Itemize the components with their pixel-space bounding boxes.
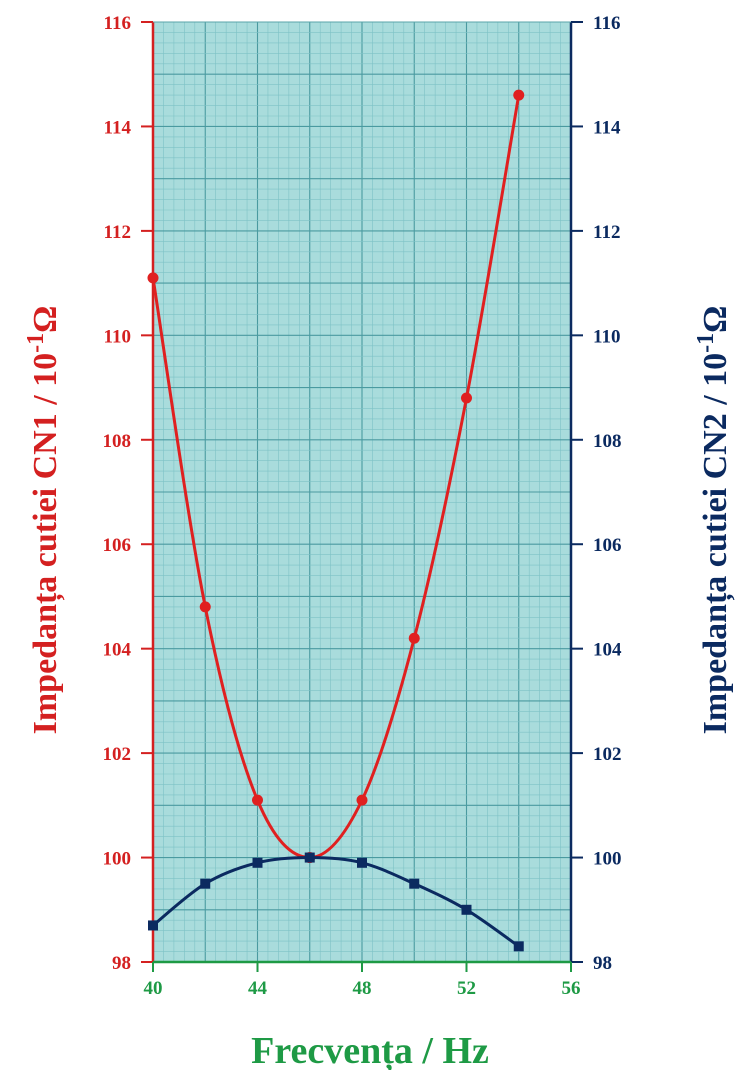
right-tick-label: 112 — [593, 222, 620, 243]
series-2-point — [252, 857, 263, 868]
y-axis-title-left: Impedanța cutiei CN1 / 10-1Ω — [23, 306, 65, 735]
left-tick-label: 102 — [103, 744, 132, 765]
series-2-point — [200, 878, 211, 889]
x-tick-label: 56 — [562, 978, 581, 999]
right-tick-label: 104 — [593, 640, 622, 661]
series-1-point — [252, 794, 263, 806]
y-axis-title-right: Impedanța cutiei CN2 / 10-1Ω — [693, 306, 735, 735]
series-1-point — [147, 272, 159, 284]
right-tick-label: 102 — [593, 744, 622, 765]
x-tick-label: 52 — [457, 978, 476, 999]
right-tick-label: 98 — [593, 953, 612, 974]
series-1-point — [356, 794, 368, 806]
x-tick-label: 40 — [144, 978, 163, 999]
series — [147, 89, 525, 952]
axes — [141, 21, 583, 972]
axis-titles: Frecvența / Hz Impedanța cutiei CN1 / 10… — [23, 306, 735, 1070]
series-2-point — [461, 904, 472, 915]
series-2-point — [409, 878, 420, 889]
series-2-point — [357, 857, 367, 868]
series-1-point — [199, 601, 211, 613]
y-axis-title-right-main: Impedanța cutiei CN2 / 10 — [697, 353, 735, 735]
series-1-point — [513, 89, 525, 101]
right-tick-label: 106 — [593, 535, 622, 556]
series-2-point — [513, 941, 524, 952]
y-axis-title-right-sup: -1 — [693, 333, 719, 353]
x-axis-title: Frecvența / Hz — [251, 1030, 489, 1070]
right-tick-label: 108 — [593, 431, 622, 452]
right-tick-label: 100 — [593, 849, 622, 870]
x-tick-label: 48 — [353, 978, 372, 999]
series-2-point — [148, 920, 158, 931]
y-axis-title-left-sup: -1 — [23, 333, 49, 353]
right-tick-label: 114 — [593, 117, 621, 138]
x-tick-label: 44 — [248, 978, 268, 999]
right-tick-label: 110 — [593, 326, 620, 347]
left-tick-label: 112 — [104, 222, 131, 243]
tick-labels: 98 100 102 104 106 108 110 112 114 116 98 100 102 104… — [103, 13, 623, 999]
y-axis-title-right-unit: Ω — [697, 306, 734, 333]
y-axis-title-left-unit: Ω — [27, 306, 64, 333]
left-tick-label: 116 — [104, 13, 131, 34]
left-tick-label: 100 — [103, 849, 132, 870]
left-tick-label: 106 — [103, 535, 132, 556]
left-tick-label: 108 — [103, 431, 132, 452]
series-1-point — [408, 632, 420, 644]
right-tick-label: 116 — [593, 13, 620, 34]
left-tick-label: 104 — [103, 640, 132, 661]
y-axis-title-left-main: Impedanța cutiei CN1 / 10 — [27, 353, 65, 735]
left-tick-label: 114 — [104, 117, 132, 138]
left-tick-label: 98 — [112, 953, 131, 974]
left-tick-label: 110 — [104, 326, 131, 347]
series-2-point — [304, 852, 315, 863]
series-1-point — [461, 392, 472, 404]
